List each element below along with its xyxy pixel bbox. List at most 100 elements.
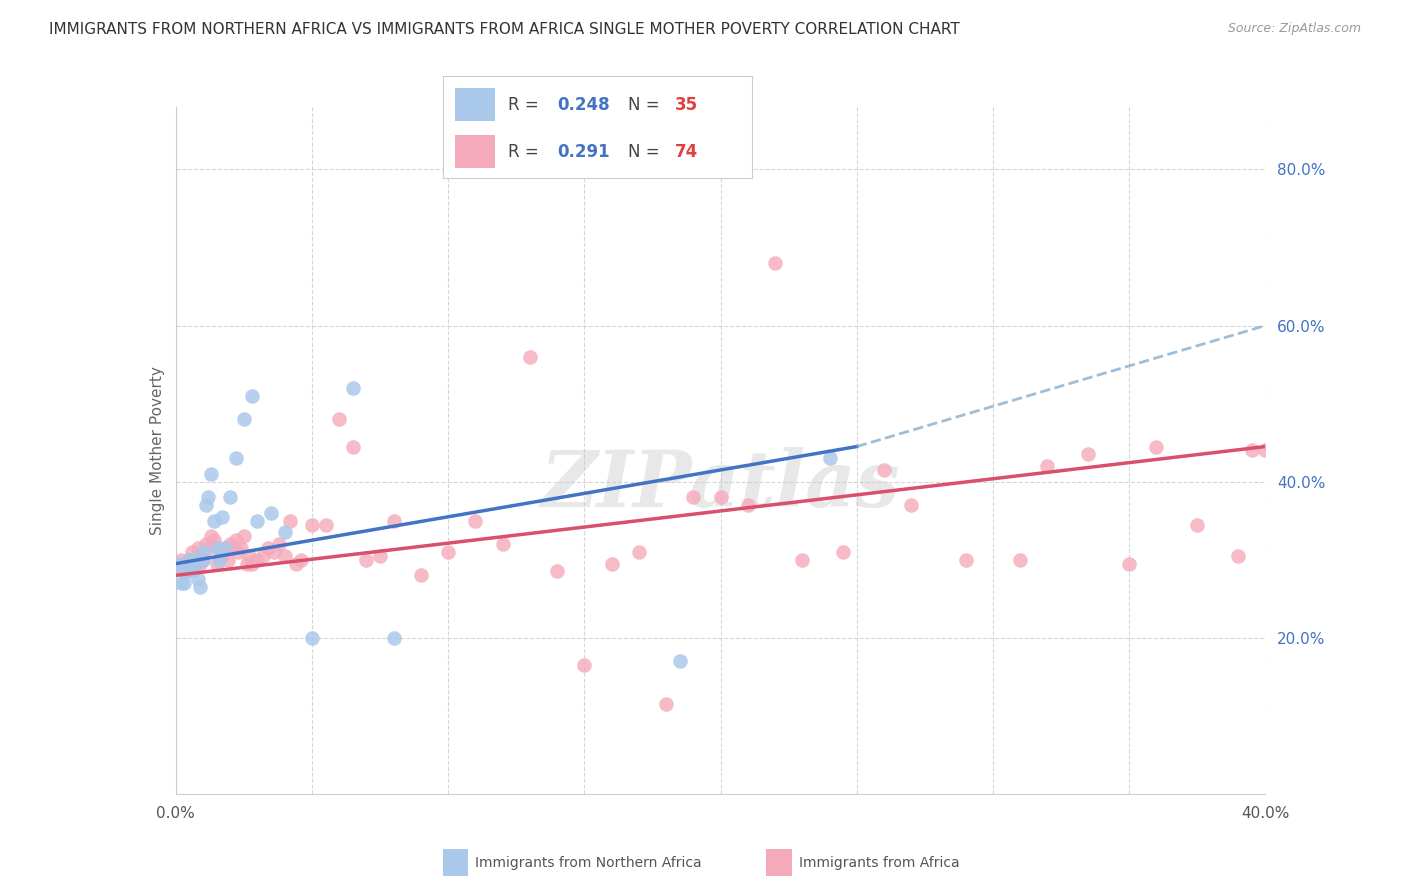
Point [356, 552, 378, 567]
Point [328, 412, 350, 426]
Point [252, 549, 274, 563]
Point [197, 490, 219, 504]
Point [464, 514, 486, 528]
Point [240, 557, 263, 571]
Text: 35: 35 [675, 95, 697, 113]
Text: 0.291: 0.291 [557, 143, 610, 161]
Point [263, 545, 285, 559]
Point [1036, 458, 1059, 473]
Point [257, 541, 280, 555]
FancyBboxPatch shape [456, 136, 495, 168]
Point [260, 506, 283, 520]
Point [179, 552, 201, 567]
Point [1118, 557, 1140, 571]
Point [274, 525, 297, 540]
Point [188, 557, 211, 571]
Point [167, 557, 190, 571]
Text: 74: 74 [675, 143, 699, 161]
Point [184, 560, 207, 574]
Point [205, 541, 228, 555]
Point [832, 545, 855, 559]
Text: IMMIGRANTS FROM NORTHERN AFRICA VS IMMIGRANTS FROM AFRICA SINGLE MOTHER POVERTY : IMMIGRANTS FROM NORTHERN AFRICA VS IMMIG… [49, 22, 960, 37]
Point [1240, 443, 1263, 458]
Point [202, 533, 225, 548]
Point [179, 552, 201, 567]
Point [170, 552, 193, 567]
Text: Source: ZipAtlas.com: Source: ZipAtlas.com [1227, 22, 1361, 36]
Point [238, 549, 260, 563]
Text: N =: N = [628, 143, 665, 161]
Y-axis label: Single Mother Poverty: Single Mother Poverty [149, 366, 165, 535]
Point [274, 549, 297, 563]
Point [208, 541, 231, 555]
Point [219, 537, 242, 551]
Point [1010, 552, 1032, 567]
Point [211, 509, 233, 524]
Point [873, 463, 896, 477]
Point [1187, 517, 1209, 532]
Point [232, 412, 254, 426]
Point [574, 658, 596, 673]
Point [437, 545, 460, 559]
Point [955, 552, 977, 567]
Point [176, 565, 198, 579]
Point [186, 552, 209, 567]
Point [763, 256, 786, 270]
Point [194, 537, 217, 551]
Point [181, 552, 204, 567]
Point [1227, 549, 1250, 563]
Point [188, 580, 211, 594]
Point [231, 541, 253, 555]
Point [342, 381, 364, 395]
Point [214, 541, 236, 555]
Point [179, 557, 201, 571]
Point [173, 565, 195, 579]
Point [186, 541, 209, 555]
Point [202, 514, 225, 528]
Point [217, 552, 239, 567]
Text: Immigrants from Africa: Immigrants from Africa [799, 855, 959, 870]
Point [492, 537, 515, 551]
Point [167, 560, 190, 574]
Point [197, 541, 219, 555]
Point [627, 545, 650, 559]
Point [181, 545, 204, 559]
Point [191, 552, 214, 567]
Text: ZIPatlas: ZIPatlas [541, 447, 900, 523]
Point [655, 697, 678, 711]
Point [200, 529, 222, 543]
Point [225, 533, 247, 548]
Point [409, 568, 432, 582]
Point [1077, 447, 1099, 461]
Point [668, 654, 690, 668]
Point [315, 517, 337, 532]
Point [170, 576, 193, 591]
Point [176, 565, 198, 579]
Text: N =: N = [628, 95, 665, 113]
Point [342, 440, 364, 454]
Point [211, 549, 233, 563]
Point [240, 389, 263, 403]
Point [792, 552, 814, 567]
Point [301, 631, 323, 645]
Point [191, 545, 214, 559]
Point [278, 514, 301, 528]
Point [225, 451, 247, 466]
Point [269, 537, 291, 551]
FancyBboxPatch shape [456, 88, 495, 121]
Point [900, 498, 922, 512]
Point [368, 549, 391, 563]
Point [600, 557, 623, 571]
Point [710, 490, 733, 504]
Point [232, 529, 254, 543]
Point [200, 467, 222, 481]
Point [205, 557, 228, 571]
Text: R =: R = [508, 95, 544, 113]
Point [737, 498, 759, 512]
Point [301, 517, 323, 532]
Point [1144, 440, 1167, 454]
Point [181, 565, 204, 579]
Point [208, 552, 231, 567]
Point [546, 565, 568, 579]
Point [382, 631, 405, 645]
